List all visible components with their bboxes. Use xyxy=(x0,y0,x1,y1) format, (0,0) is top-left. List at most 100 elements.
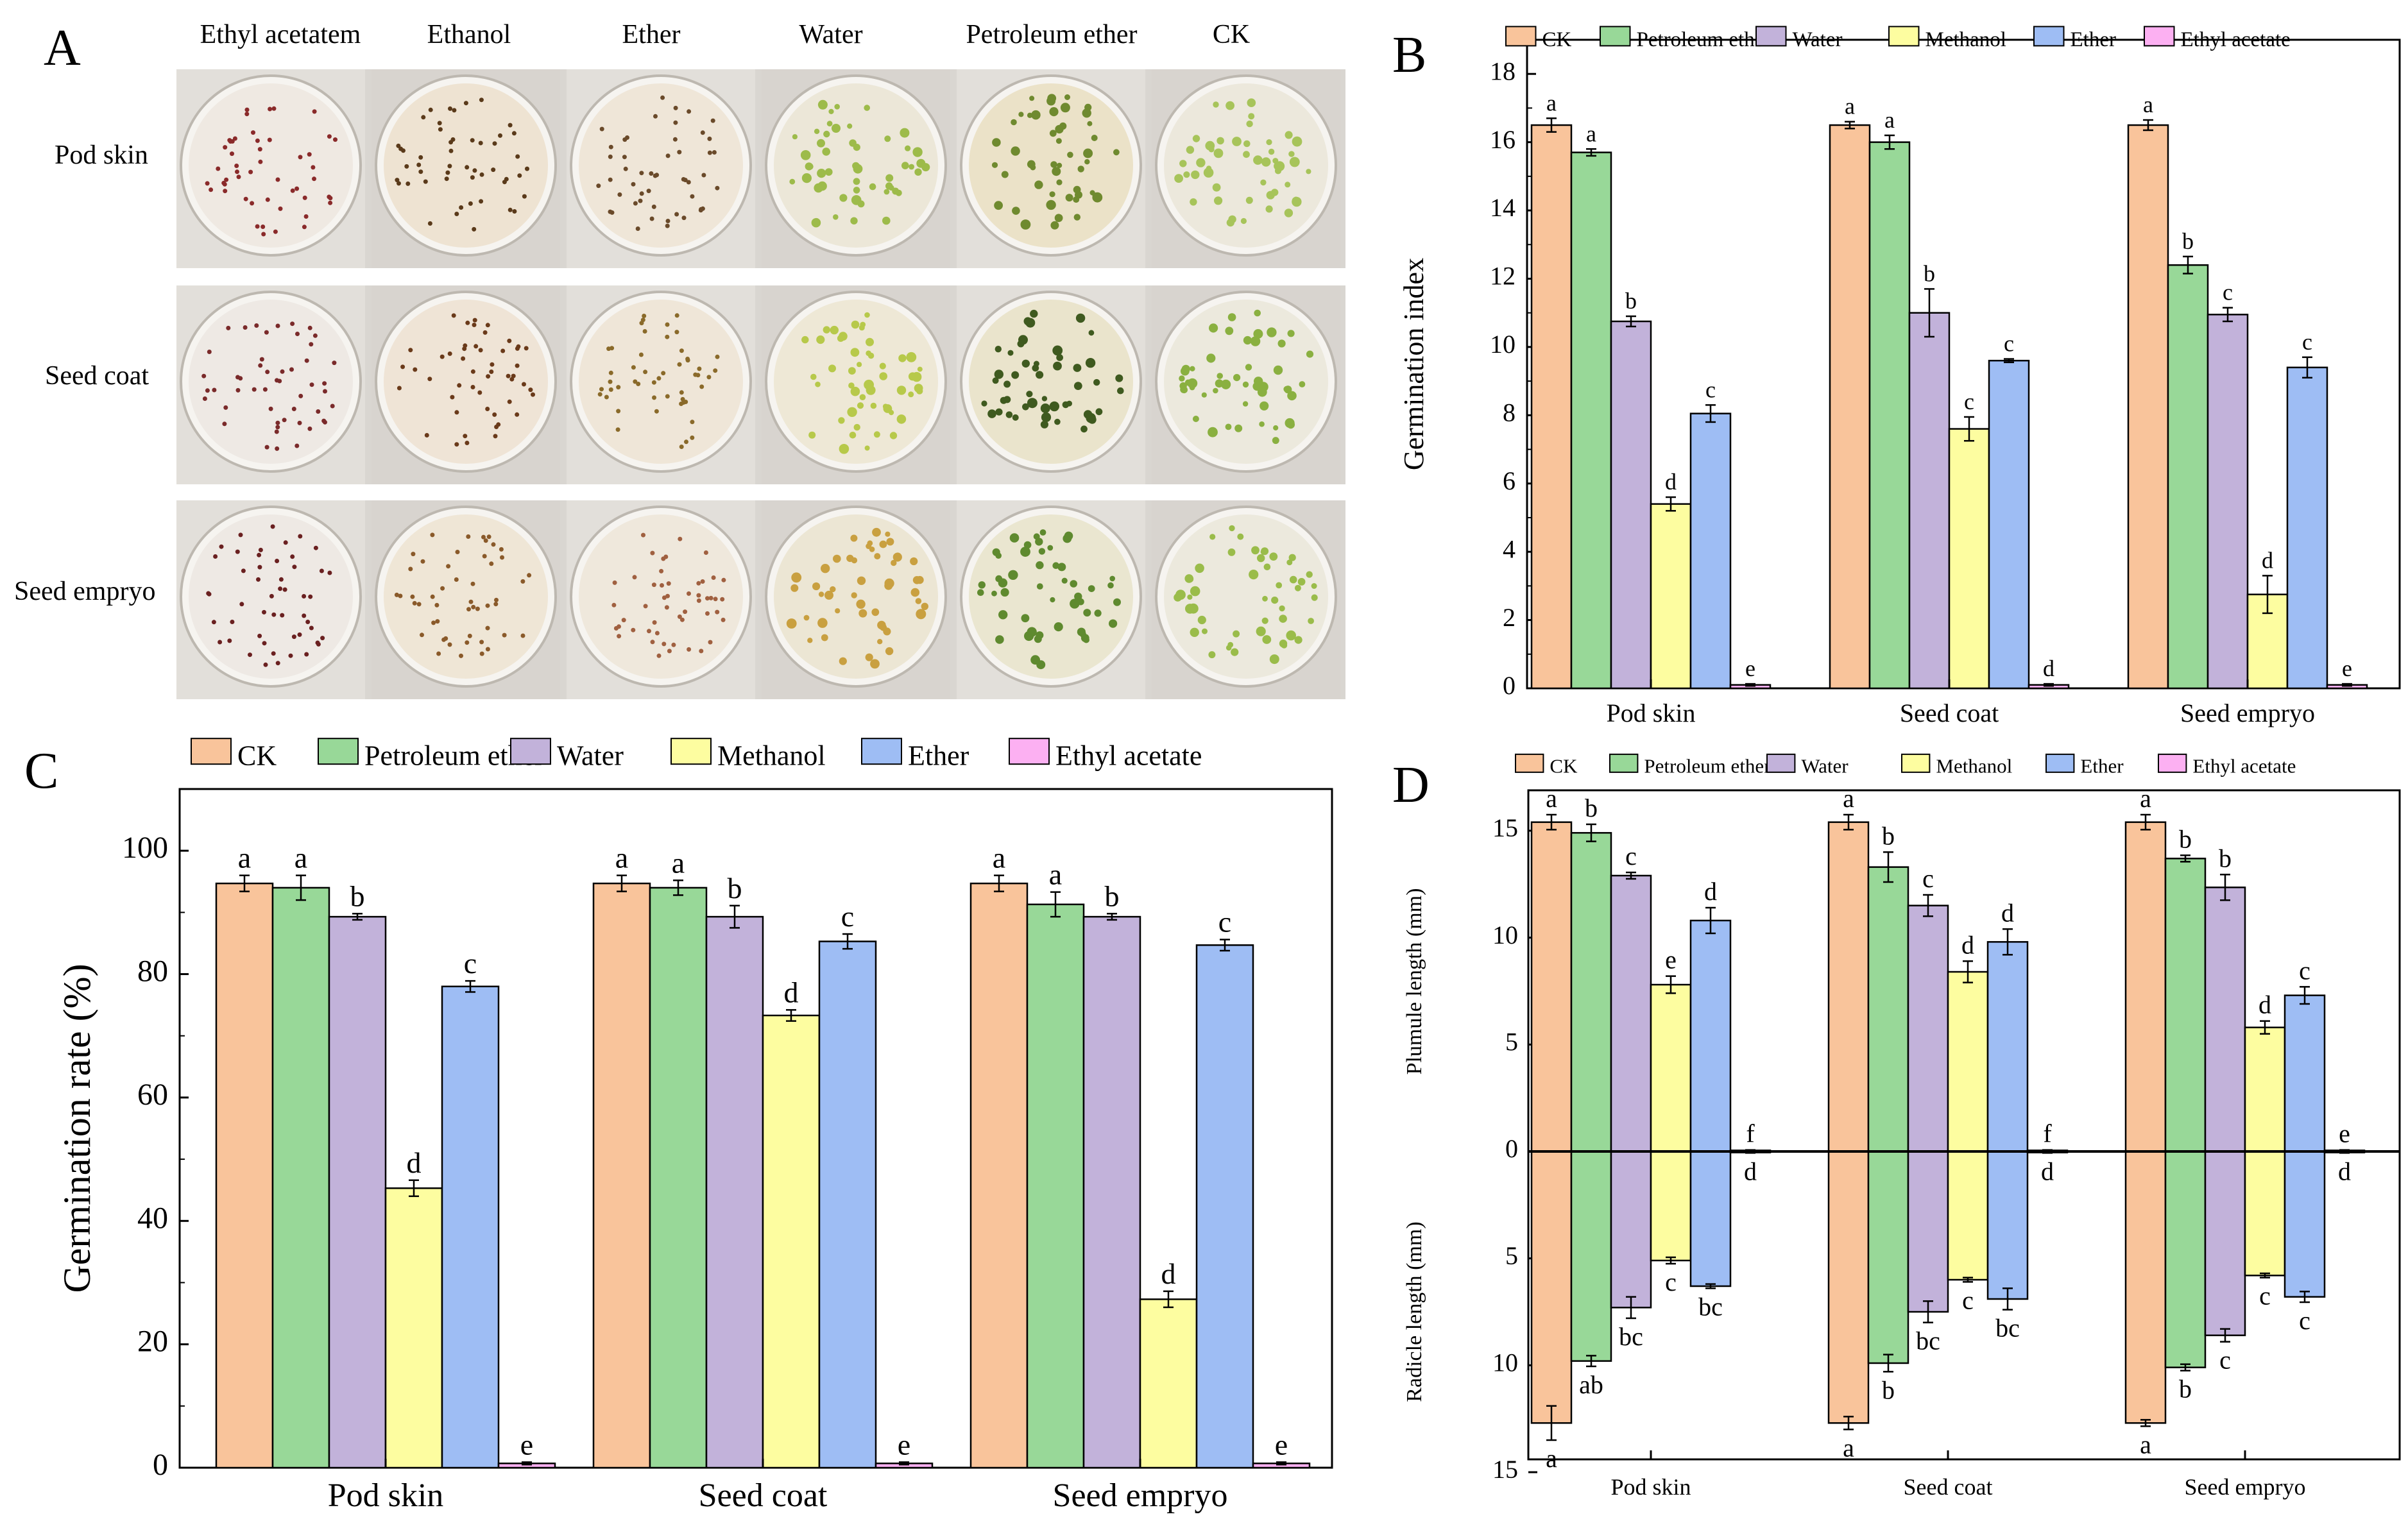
legend-swatch-ether xyxy=(2045,753,2075,773)
y-axis-label: Germination index xyxy=(1398,258,1430,470)
petri-dish-image xyxy=(1155,291,1337,473)
bar-ck-seed-coat xyxy=(592,882,651,1469)
significance-letter: c xyxy=(464,947,477,980)
petri-dish-photo xyxy=(371,285,560,484)
bar-water-seed-empryo xyxy=(2207,314,2249,690)
significance-letter: d xyxy=(1744,1157,1757,1185)
significance-letter: a xyxy=(295,842,307,874)
petri-dish-image xyxy=(960,505,1142,688)
legend-swatch-ethyl-acetate xyxy=(1009,738,1050,765)
y-axis-label-plumule: Plumule length (mm) xyxy=(1403,888,1426,1075)
chart-b-germination-index: 0 2 4 6 8 10 12 14 16 18 Germination index a a b d c e Po… xyxy=(1392,26,2401,727)
panel-letter: B xyxy=(1392,27,1426,83)
significance-letter: d xyxy=(407,1146,422,1179)
significance-letter: e xyxy=(1275,1428,1288,1461)
petri-dish-image xyxy=(960,291,1142,473)
x-category-label: Seed coat xyxy=(1904,1474,1993,1500)
bar-ck-seed-coat xyxy=(1829,124,1871,690)
y-tick-label: 15 xyxy=(1492,1455,1518,1484)
y-tick-label: 60 xyxy=(137,1078,168,1112)
y-tick-label: 8 xyxy=(1503,398,1516,427)
significance-letter: c xyxy=(841,900,854,933)
petri-dish-photo xyxy=(1152,500,1340,699)
plot-frame xyxy=(1527,789,2401,1461)
significance-letter: a xyxy=(615,842,628,874)
radicle-bar-methanol-pod-skin xyxy=(1650,1150,1692,1262)
y-tick-label: 0 xyxy=(1505,1134,1518,1163)
significance-letter: bc xyxy=(1995,1314,2020,1343)
petri-dish-photo xyxy=(762,500,950,699)
panel-a-letter: A xyxy=(44,20,81,76)
significance-letter: a xyxy=(672,846,685,879)
petri-dish-image xyxy=(375,505,557,688)
significance-letter: b xyxy=(1625,288,1637,314)
legend-swatch-ck xyxy=(1515,753,1544,773)
significance-letter: d xyxy=(1961,930,1974,959)
panel-a: A Ethyl acetatem Ethanol Ether Water Pet… xyxy=(0,0,1354,706)
petri-dish-photo xyxy=(567,285,755,484)
chart-c-germination-rate: 0 20 40 60 80 100 Germination rate (%) a a b d c e Po… xyxy=(24,738,1333,1514)
significance-letter: a xyxy=(1884,107,1895,133)
petri-dish-image xyxy=(375,291,557,473)
significance-letter: d xyxy=(2262,547,2273,573)
petri-dish-photo xyxy=(1152,285,1340,484)
bar-water-seed-coat xyxy=(1908,312,1951,690)
plumule-bar-water-seed-empryo xyxy=(2204,887,2246,1153)
radicle-bar-ck-seed-coat xyxy=(1827,1150,1870,1424)
significance-letter: c xyxy=(1218,906,1231,938)
radicle-bar-water-pod-skin xyxy=(1610,1150,1652,1309)
legend-label-petroleum-ether: Petroleum ether xyxy=(1644,755,1771,777)
significance-letter: a xyxy=(1843,784,1854,813)
column-label-water: Water xyxy=(799,20,863,49)
radicle-bar-petroleum-ether-seed-empryo xyxy=(2164,1150,2207,1368)
y-tick-label: 6 xyxy=(1503,466,1516,495)
plumule-bar-methanol-pod-skin xyxy=(1650,983,1692,1153)
significance-letter: d xyxy=(1161,1257,1176,1290)
legend-swatch-water xyxy=(1766,753,1796,773)
significance-letter: e xyxy=(1745,656,1755,681)
petri-dish-photo xyxy=(762,69,950,268)
legend-label-ck: CK xyxy=(237,740,277,771)
bar-petroleum-ether-pod-skin xyxy=(1570,151,1612,690)
column-label-ethyl-acetatem: Ethyl acetatem xyxy=(200,20,361,49)
y-tick-label: 15 xyxy=(1492,813,1518,842)
bar-water-seed-empryo xyxy=(1082,915,1141,1469)
petri-dish-photo xyxy=(567,500,755,699)
y-tick-label: 40 xyxy=(137,1201,168,1235)
plumule-bar-ether-pod-skin xyxy=(1689,919,1732,1153)
bar-methanol-pod-skin xyxy=(384,1187,443,1469)
bar-ck-seed-empryo xyxy=(969,882,1029,1469)
photo-row-seed-empryo xyxy=(176,500,1345,699)
significance-letter: c xyxy=(1962,1286,1974,1314)
petri-dish-image xyxy=(765,291,947,473)
radicle-bar-ether-seed-coat xyxy=(1986,1150,2029,1300)
petri-dish-photo xyxy=(567,69,755,268)
y-tick-label: 0 xyxy=(153,1448,168,1482)
significance-letter: ab xyxy=(1579,1370,1603,1399)
bar-methanol-pod-skin xyxy=(1650,503,1692,690)
petri-dish-image xyxy=(1155,505,1337,688)
bar-petroleum-ether-seed-coat xyxy=(649,887,708,1469)
significance-letter: c xyxy=(1625,842,1637,870)
y-tick-label: 14 xyxy=(1490,193,1516,222)
petri-dish-photo xyxy=(176,69,365,268)
legend-label-ethyl-acetate: Ethyl acetate xyxy=(2192,755,2296,777)
significance-letter: a xyxy=(1843,1433,1854,1462)
legend-label-water: Water xyxy=(1801,755,1849,777)
x-category-label: Seed coat xyxy=(699,1477,828,1514)
significance-letter: a xyxy=(1049,858,1062,891)
significance-letter: a xyxy=(2143,92,2153,117)
legend-swatch-ether xyxy=(2033,26,2065,47)
significance-letter: c xyxy=(2219,1346,2231,1375)
legend-swatch-ethyl-acetate xyxy=(2158,753,2187,773)
y-tick-label: 16 xyxy=(1490,125,1516,154)
plumule-bar-methanol-seed-empryo xyxy=(2244,1026,2286,1153)
legend-swatch-water xyxy=(1755,26,1787,47)
x-category-label: Pod skin xyxy=(1610,1474,1691,1500)
plumule-bar-petroleum-ether-pod-skin xyxy=(1570,832,1612,1153)
legend-swatch-ck xyxy=(1505,26,1537,47)
bar-petroleum-ether-seed-coat xyxy=(1868,141,1911,690)
bar-ether-seed-coat xyxy=(818,940,877,1469)
significance-letter: b xyxy=(728,872,742,904)
y-tick-label: 10 xyxy=(1492,1348,1518,1377)
